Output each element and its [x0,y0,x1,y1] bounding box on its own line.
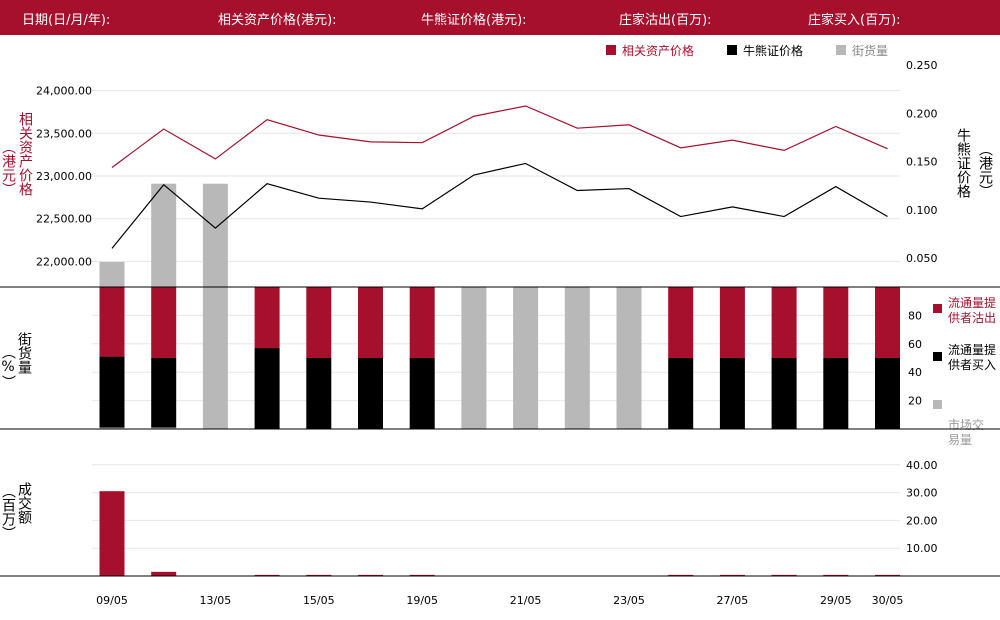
right-tick-label: 0.200 [906,107,938,120]
share-bar-market [616,287,642,429]
left-tick-label: 23,000.00 [36,170,92,183]
left-axis-title-unit: （港元） [0,140,16,196]
bottom-tick-label: 10.00 [906,542,938,555]
share-bar-buy [668,358,694,429]
turnover-bar [254,574,280,576]
x-tick-label: 23/05 [613,594,645,607]
share-bar-market [461,287,487,429]
right-tick-label: 0.050 [906,252,938,265]
share-bar-buy [151,358,177,428]
legend-label-underlying: 相关资产价格 [622,44,695,58]
side-legend-swatch-market [933,400,942,409]
share-bar-buy [875,358,900,429]
share-bar-buy [306,358,332,429]
mid-axis-title-unit: （%） [0,345,16,389]
side-legend-swatch-buy [933,352,942,361]
mid-tick-label: 40 [908,366,922,379]
side-legend-label-buy: 流通量提供者买入 [948,343,997,372]
share-bar-sell [719,287,745,358]
legend-swatch-underlying [606,45,616,55]
underlying-price-header-label: 相关资产价格(港元): [218,13,337,28]
x-tick-label: 15/05 [303,594,335,607]
share-bar-buy [254,348,280,429]
bottom-tick-label: 20.00 [906,514,938,527]
x-tick-label: 29/05 [820,594,852,607]
turnover-bar [875,574,900,576]
share-bar-market [151,427,177,429]
turnover-bar [99,491,125,576]
x-tick-label: 13/05 [200,594,232,607]
share-bar-buy [771,358,797,429]
share-bar-buy [719,358,745,429]
share-bar-buy [358,358,383,429]
right-axis-title-unit: （港元） [977,142,993,198]
left-tick-label: 23,500.00 [36,127,92,140]
mid-tick-label: 20 [908,395,922,408]
share-bar-sell [875,287,900,358]
turnover-bar [823,574,849,576]
side-legend-swatch-sell [933,304,942,313]
mid-tick-label: 60 [908,338,922,351]
share-bar-sell [306,287,332,358]
bottom-tick-label: 40.00 [906,459,938,472]
left-axis-title: 相关资产价格 [17,112,33,196]
header-bar: 日期(日/月/年): 相关资产价格(港元): 牛熊证价格(港元): 庄家沽出(百… [0,0,1000,35]
right-axis-title: 牛熊证价格 [955,128,971,198]
street-volume-bar [202,183,228,287]
share-bar-sell [254,287,280,349]
share-bar-market [99,427,125,429]
right-tick-label: 0.250 [906,59,938,72]
underlying-price-line [111,105,888,168]
bottom-axis-title: 成交额 [16,482,32,524]
turnover-bar [668,574,694,576]
mid-axis-title: 街货量 [16,332,32,374]
turnover-bar [409,574,435,576]
issuer-sell-header-label: 庄家沽出(百万): [619,13,712,28]
turnover-bar [719,574,745,576]
cbbc-price-line [111,162,888,249]
share-bar-buy [823,358,849,429]
share-bar-buy [99,356,125,428]
turnover-bar [306,574,332,576]
share-bar-market [564,287,590,429]
left-tick-label: 24,000.00 [36,85,92,98]
mid-tick-label: 80 [908,309,922,322]
share-bar-market [202,287,228,429]
legend-swatch-market-volume [836,45,846,55]
bottom-axis-title-unit: （百万） [0,484,16,540]
share-bar-sell [668,287,694,358]
date-header-label: 日期(日/月/年): [22,13,111,28]
share-bar-buy [409,358,435,429]
share-bar-sell [771,287,797,358]
street-volume-bar [99,261,125,287]
issuer-buy-header-label: 庄家买入(百万): [808,13,901,28]
bottom-tick-label: 30.00 [906,487,938,500]
legend-swatch-cbbc [727,45,737,55]
turnover-bar [151,571,177,576]
left-tick-label: 22,000.00 [36,255,92,268]
share-bar-sell [358,287,383,358]
legend-label-market-volume: 街货量 [852,44,889,58]
right-tick-label: 0.150 [906,156,938,169]
x-tick-label: 09/05 [96,594,128,607]
share-bar-sell [823,287,849,358]
cbbc-price-header-label: 牛熊证价格(港元): [421,13,527,28]
share-bar-sell [409,287,435,358]
x-tick-label: 19/05 [406,594,438,607]
x-tick-label: 30/05 [872,594,904,607]
share-bar-sell [151,287,177,358]
street-volume-bar [151,183,177,287]
right-tick-label: 0.100 [906,204,938,217]
x-tick-label: 27/05 [717,594,749,607]
share-bar-sell [99,287,125,357]
left-tick-label: 22,500.00 [36,213,92,226]
side-legend-label-sell: 流通量提供者沽出 [948,296,997,325]
legend-label-cbbc: 牛熊证价格 [743,44,804,58]
share-bar-market [513,287,539,429]
x-tick-label: 21/05 [510,594,542,607]
turnover-bar [771,574,797,576]
turnover-bar [358,574,383,576]
